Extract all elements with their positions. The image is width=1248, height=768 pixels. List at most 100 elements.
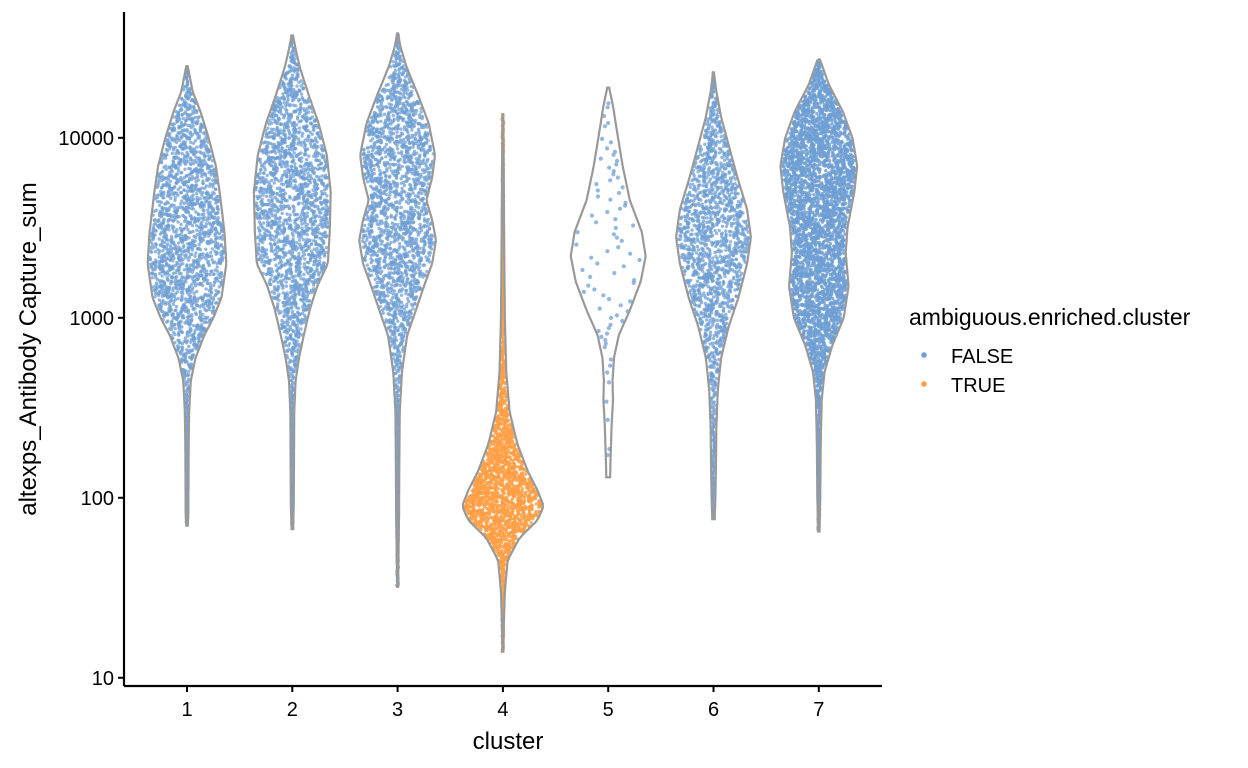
data-point bbox=[201, 298, 205, 303]
data-point bbox=[189, 150, 193, 154]
data-point bbox=[263, 260, 267, 264]
data-point bbox=[296, 202, 301, 206]
data-point bbox=[160, 186, 164, 190]
data-point bbox=[397, 107, 401, 112]
data-point bbox=[293, 110, 298, 114]
data-point bbox=[183, 321, 187, 325]
data-point bbox=[291, 315, 295, 319]
data-point bbox=[297, 80, 301, 85]
data-point bbox=[385, 96, 389, 101]
data-point bbox=[171, 123, 175, 127]
data-point bbox=[189, 140, 193, 145]
data-point bbox=[288, 196, 292, 200]
data-point bbox=[315, 140, 319, 144]
data-point bbox=[166, 177, 171, 181]
data-point bbox=[188, 350, 192, 354]
data-point bbox=[415, 109, 419, 113]
data-point bbox=[258, 190, 262, 195]
data-point bbox=[214, 237, 218, 241]
data-point bbox=[176, 151, 181, 155]
data-point bbox=[307, 154, 311, 158]
data-point bbox=[264, 272, 268, 277]
data-point bbox=[377, 152, 382, 156]
data-point bbox=[257, 196, 261, 200]
data-point bbox=[293, 197, 297, 201]
data-point bbox=[297, 292, 301, 297]
data-point bbox=[299, 322, 303, 326]
data-point bbox=[265, 173, 269, 178]
data-point bbox=[281, 223, 286, 227]
data-point bbox=[406, 88, 410, 92]
data-point bbox=[277, 179, 281, 183]
data-point bbox=[214, 252, 218, 256]
data-point bbox=[162, 294, 167, 298]
data-point bbox=[158, 243, 162, 247]
data-point bbox=[275, 210, 280, 214]
data-point bbox=[175, 119, 179, 124]
data-point bbox=[202, 144, 206, 148]
data-point bbox=[160, 178, 164, 183]
data-point bbox=[269, 237, 274, 242]
data-point bbox=[186, 97, 190, 101]
data-point bbox=[312, 260, 316, 264]
data-point bbox=[169, 282, 173, 286]
data-point bbox=[379, 141, 383, 145]
data-point bbox=[189, 162, 193, 167]
data-point bbox=[320, 174, 324, 178]
data-point bbox=[418, 187, 423, 191]
data-point bbox=[391, 60, 395, 64]
data-point bbox=[301, 232, 306, 236]
data-point bbox=[201, 181, 205, 186]
data-point bbox=[185, 264, 189, 268]
data-point bbox=[265, 217, 269, 221]
data-point bbox=[184, 119, 188, 123]
data-point bbox=[321, 192, 325, 196]
data-point bbox=[171, 302, 176, 306]
data-point bbox=[163, 272, 168, 276]
data-point bbox=[185, 155, 189, 160]
data-point bbox=[395, 185, 399, 189]
data-point bbox=[183, 188, 187, 193]
data-point bbox=[261, 240, 265, 245]
data-point bbox=[166, 296, 170, 300]
data-point bbox=[160, 227, 164, 231]
data-point bbox=[400, 72, 405, 77]
data-point bbox=[207, 184, 212, 188]
data-point bbox=[302, 272, 306, 277]
data-point bbox=[390, 97, 395, 101]
data-point bbox=[214, 201, 218, 205]
data-point bbox=[183, 154, 187, 158]
data-point bbox=[392, 157, 397, 162]
data-point bbox=[273, 242, 277, 247]
data-point bbox=[323, 254, 327, 258]
data-point bbox=[362, 148, 366, 152]
data-point bbox=[377, 165, 381, 169]
data-point bbox=[260, 203, 265, 208]
data-point bbox=[379, 185, 384, 189]
data-point bbox=[319, 202, 324, 206]
data-point bbox=[298, 274, 302, 278]
data-point bbox=[401, 146, 405, 150]
data-point bbox=[303, 257, 307, 261]
data-point bbox=[185, 129, 189, 133]
data-point bbox=[310, 275, 314, 279]
data-point bbox=[214, 187, 218, 191]
data-point bbox=[260, 260, 264, 264]
data-point bbox=[288, 271, 292, 275]
data-point bbox=[313, 204, 317, 209]
data-point bbox=[368, 133, 372, 137]
data-point bbox=[268, 282, 272, 286]
data-point bbox=[163, 154, 168, 158]
data-point bbox=[273, 177, 278, 182]
data-point bbox=[171, 193, 176, 197]
data-point bbox=[380, 156, 384, 160]
data-point bbox=[152, 288, 156, 293]
data-point bbox=[209, 254, 214, 258]
data-point bbox=[186, 160, 190, 164]
data-point bbox=[296, 306, 301, 310]
data-point bbox=[372, 167, 376, 172]
data-point bbox=[406, 109, 410, 113]
data-point bbox=[176, 168, 181, 173]
data-point bbox=[193, 244, 197, 248]
